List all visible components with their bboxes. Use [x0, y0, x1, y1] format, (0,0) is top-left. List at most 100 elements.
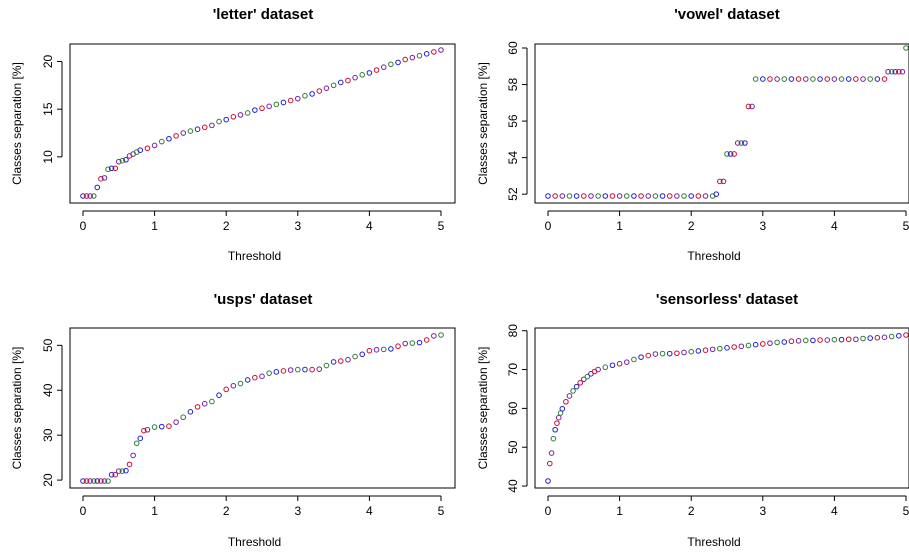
data-point	[223, 116, 229, 123]
plot-frame	[69, 327, 456, 489]
data-point	[166, 135, 172, 142]
data-point	[280, 368, 287, 374]
data-point	[681, 349, 687, 356]
data-point	[209, 398, 215, 405]
data-point	[330, 359, 337, 365]
data-point	[550, 435, 557, 442]
data-point	[345, 356, 351, 363]
data-point	[659, 193, 666, 199]
data-point	[144, 145, 151, 152]
data-point	[638, 193, 644, 199]
data-point	[810, 337, 816, 344]
data-point	[252, 107, 258, 113]
data-point	[98, 176, 104, 182]
data-point	[323, 362, 330, 369]
data-point	[774, 339, 780, 346]
data-point	[402, 340, 409, 347]
data-point	[903, 45, 909, 51]
data-point	[137, 147, 144, 153]
data-point	[373, 347, 380, 353]
data-point	[395, 343, 401, 350]
data-point	[244, 377, 251, 383]
x-tick-label: 5	[438, 504, 445, 518]
data-point	[123, 467, 129, 474]
data-point	[566, 193, 573, 199]
data-point	[838, 336, 845, 343]
x-tick-label: 5	[903, 504, 909, 518]
data-point	[845, 336, 852, 343]
data-point	[431, 49, 437, 55]
y-tick-label: 60	[506, 41, 520, 55]
x-tick-label: 3	[759, 504, 766, 518]
data-point	[802, 76, 809, 82]
x-tick-label: 3	[759, 219, 766, 233]
data-point	[173, 419, 179, 425]
y-tick-label: 15	[41, 102, 55, 116]
data-point	[137, 435, 144, 442]
y-tick-label: 52	[506, 187, 520, 201]
data-point	[738, 343, 745, 350]
data-point	[330, 82, 337, 89]
data-point	[187, 128, 194, 134]
data-point	[616, 360, 623, 367]
x-tick-label: 1	[151, 504, 158, 518]
data-point	[273, 101, 280, 108]
data-point	[237, 380, 244, 387]
data-point	[838, 76, 845, 82]
data-point	[896, 68, 902, 75]
data-point	[123, 156, 129, 163]
y-tick-label: 80	[506, 324, 520, 338]
data-point	[309, 91, 315, 97]
data-point	[688, 348, 695, 355]
data-point	[438, 332, 444, 338]
data-point	[717, 345, 723, 352]
data-point	[90, 193, 97, 199]
data-point	[98, 478, 104, 484]
chart-title: 'letter' dataset	[213, 6, 314, 23]
x-axis-label: Threshold	[228, 249, 281, 263]
data-point	[581, 376, 587, 383]
data-point	[337, 79, 344, 86]
data-point	[194, 404, 201, 410]
data-point	[752, 76, 759, 82]
data-point	[717, 178, 723, 185]
chart-title: 'vowel' dataset	[674, 6, 780, 23]
data-point	[899, 68, 906, 75]
data-point	[105, 478, 111, 484]
data-point	[559, 193, 566, 199]
data-point	[788, 338, 795, 345]
data-point	[151, 142, 158, 149]
data-point	[709, 346, 716, 353]
data-point	[752, 341, 759, 348]
x-tick-label: 3	[294, 504, 301, 518]
data-point	[874, 334, 881, 341]
data-point	[108, 165, 115, 172]
chart-panel-0: 'letter' dataset 0 1 2 3 4 5 10 15 20 Threshold Cla…	[10, 6, 456, 263]
data-point	[802, 337, 809, 344]
data-point	[631, 193, 637, 199]
data-point	[745, 342, 752, 349]
data-point	[554, 420, 560, 426]
data-point	[860, 335, 866, 342]
data-point	[602, 364, 609, 371]
data-point	[223, 386, 229, 393]
x-tick-label: 1	[151, 219, 158, 233]
data-point	[546, 460, 553, 467]
data-point	[108, 471, 115, 478]
y-tick-label: 30	[41, 428, 55, 442]
data-point	[545, 193, 551, 199]
data-point	[831, 76, 838, 82]
data-point	[573, 193, 580, 199]
data-point	[133, 440, 140, 447]
data-point	[688, 193, 695, 199]
y-axis-label: Classes separation [%]	[476, 347, 490, 470]
data-point	[359, 72, 366, 78]
data-point	[674, 350, 680, 357]
data-point	[94, 184, 101, 191]
data-point	[388, 346, 394, 352]
data-point	[652, 193, 659, 199]
chart-panel-2: 'usps' dataset 0 1 2 3 4 5 20 30 40 50 Threshold Cla…	[10, 291, 456, 549]
plot-frame	[534, 327, 909, 489]
data-point	[734, 140, 741, 146]
